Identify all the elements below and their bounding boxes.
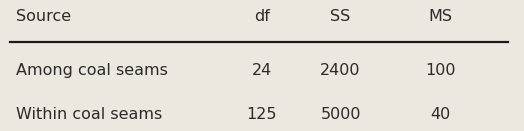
Text: Source: Source (16, 9, 71, 24)
Text: df: df (254, 9, 270, 24)
Text: 40: 40 (430, 107, 450, 122)
Text: 2400: 2400 (320, 63, 361, 78)
Text: 100: 100 (425, 63, 455, 78)
Text: 24: 24 (252, 63, 272, 78)
Text: Within coal seams: Within coal seams (16, 107, 162, 122)
Text: MS: MS (428, 9, 452, 24)
Text: SS: SS (331, 9, 351, 24)
Text: Among coal seams: Among coal seams (16, 63, 168, 78)
Text: 125: 125 (247, 107, 277, 122)
Text: 5000: 5000 (320, 107, 361, 122)
